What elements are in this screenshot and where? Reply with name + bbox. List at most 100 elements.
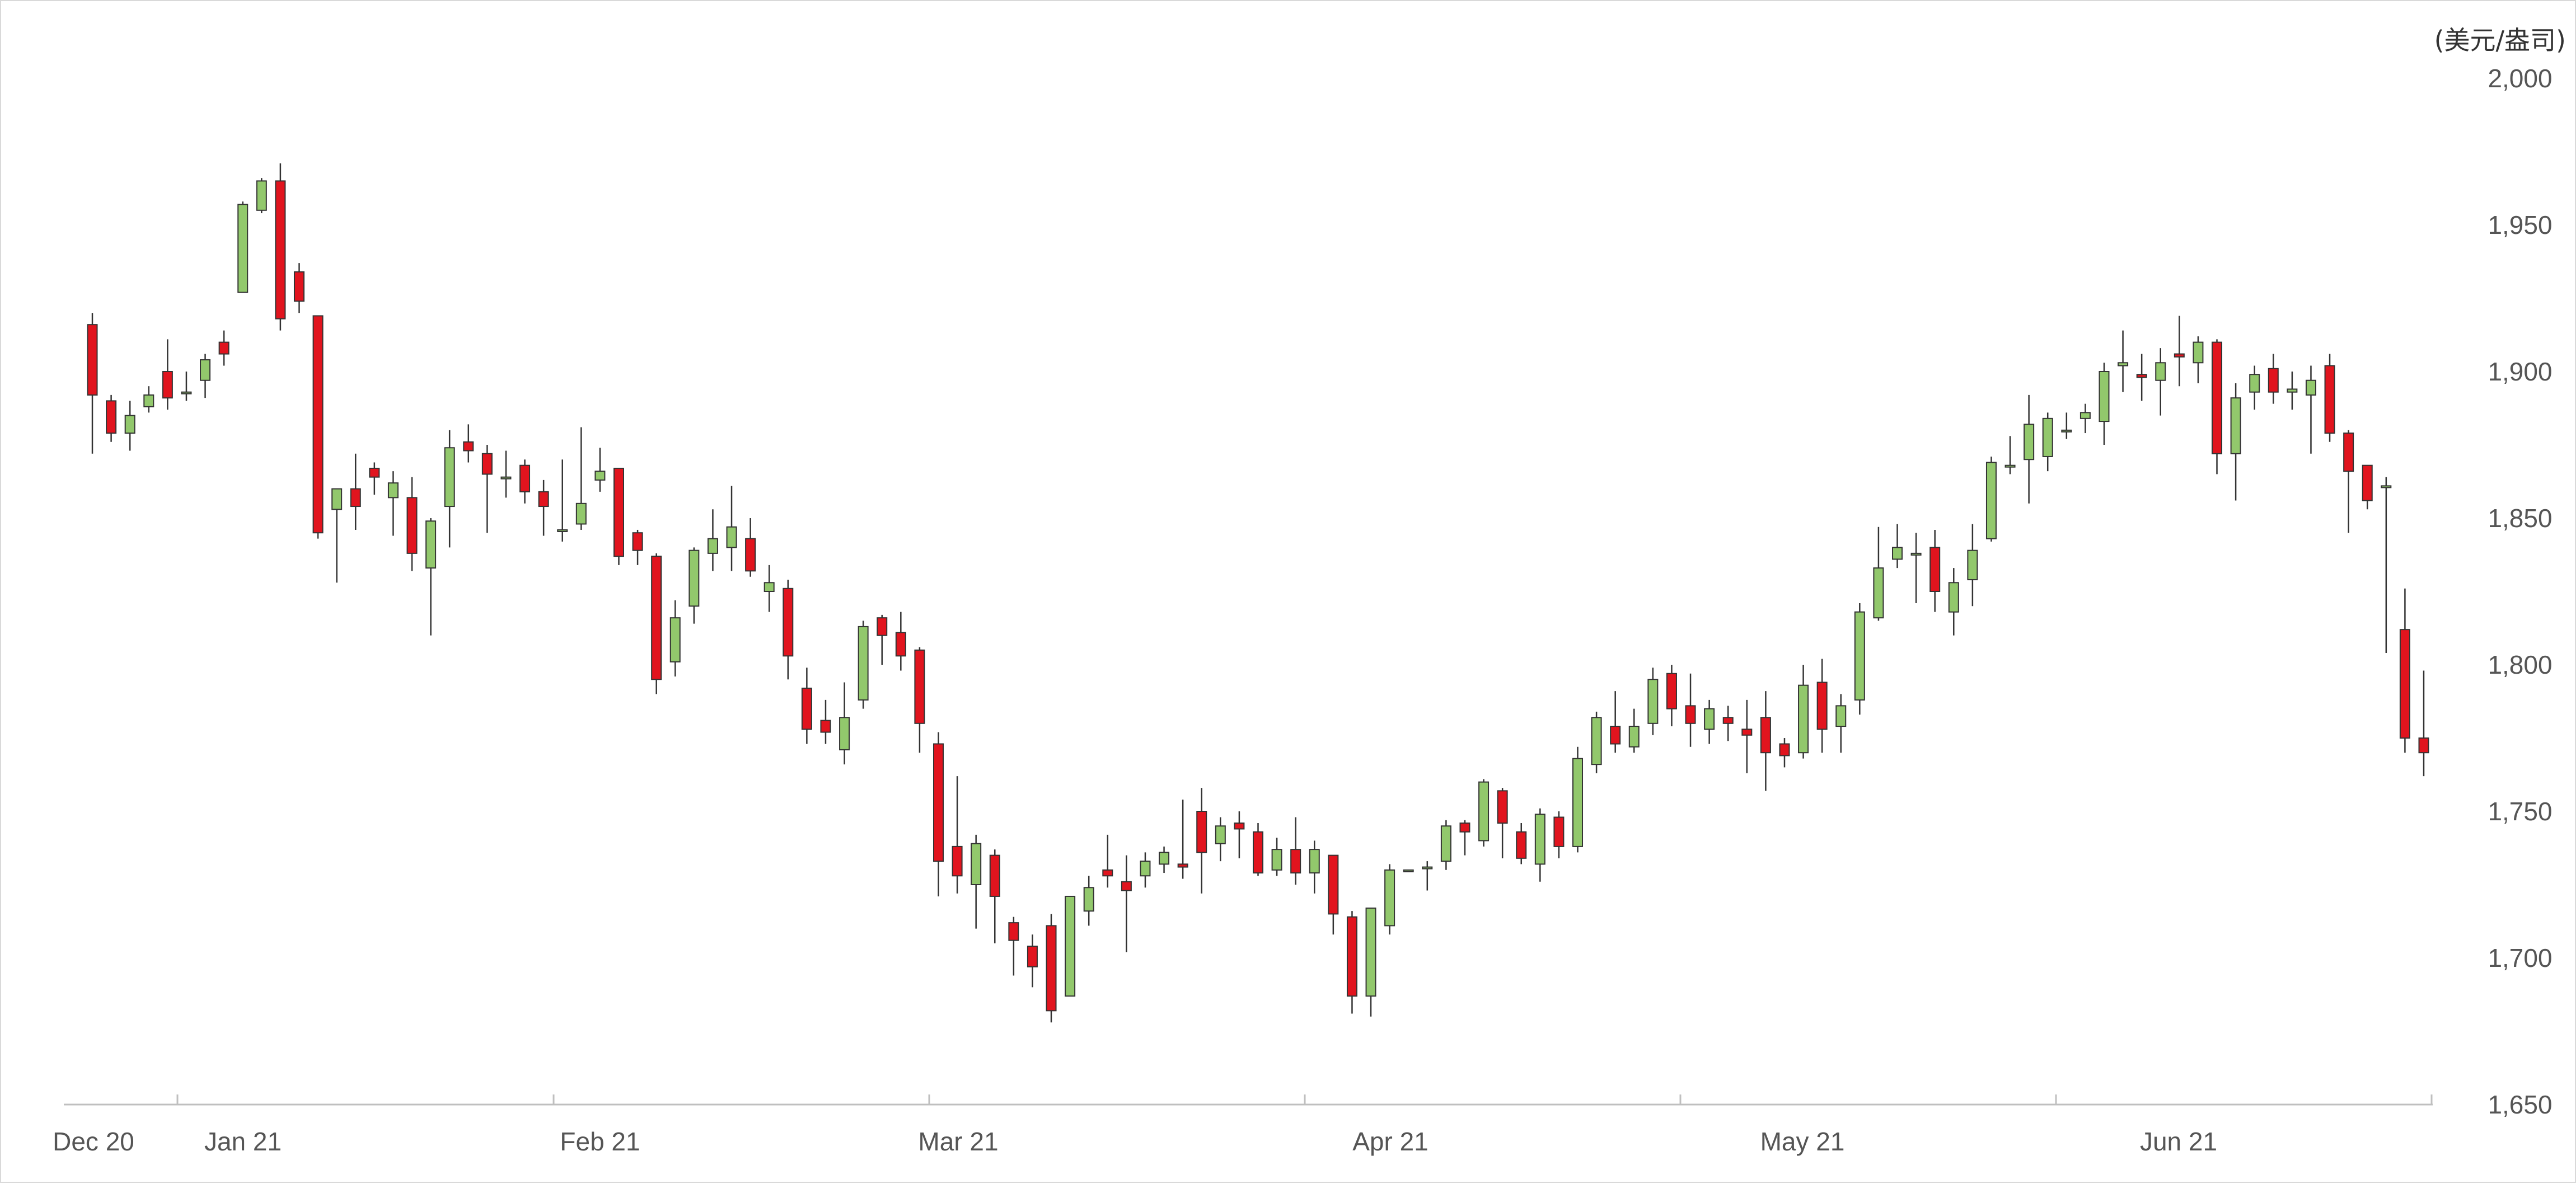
candle-up <box>2381 477 2392 654</box>
candle-down <box>2268 354 2279 404</box>
candle-down <box>1741 699 1753 773</box>
candle-up <box>1647 668 1659 735</box>
candle-body <box>87 324 98 396</box>
y-axis-unit-label: (美元/盎司) <box>2434 25 2566 55</box>
candle-down <box>820 699 831 744</box>
candle-body <box>2418 737 2429 754</box>
candle-body <box>1628 726 1640 748</box>
y-tick-label: 1,800 <box>2488 650 2552 679</box>
candle-body <box>387 482 399 499</box>
candle-body <box>1027 946 1038 967</box>
candle-up <box>2024 394 2035 504</box>
candle-down <box>106 394 117 442</box>
candle-body <box>237 204 249 293</box>
candle-body <box>745 538 756 572</box>
candle-down <box>914 647 925 753</box>
candle-down <box>801 668 812 744</box>
candle-body <box>1741 729 1753 736</box>
candle-body <box>594 471 606 481</box>
candle-body <box>1497 790 1508 824</box>
candle-body <box>2305 379 2316 396</box>
candle-body <box>2136 374 2147 378</box>
candle-up <box>669 600 681 676</box>
candle-down <box>2212 339 2223 474</box>
candle-down <box>1459 820 1470 856</box>
candle-up <box>2118 330 2129 392</box>
candle-body <box>1140 861 1151 877</box>
y-tick-label: 1,850 <box>2488 504 2552 533</box>
candle-down <box>1553 811 1565 858</box>
candle-up <box>387 471 399 536</box>
candle-up <box>331 488 343 583</box>
x-tick-label: Jun 21 <box>2140 1127 2217 1156</box>
candle-up <box>2061 412 2072 439</box>
candle-up <box>1835 694 1847 753</box>
candle-up <box>2004 436 2016 474</box>
candle-up <box>1628 708 1640 753</box>
candle-down <box>1328 854 1339 935</box>
candle-body <box>689 549 700 607</box>
candle-down <box>1929 529 1941 612</box>
candle-down <box>745 518 756 577</box>
candle-up <box>1534 808 1545 882</box>
candle-down <box>613 467 624 565</box>
candle-body <box>1779 743 1790 757</box>
candle-body <box>632 532 643 551</box>
candle-up <box>256 178 267 214</box>
candle-down <box>895 612 906 671</box>
candle-body <box>481 453 493 475</box>
candle-body <box>2230 397 2241 454</box>
candle-body <box>1459 822 1470 833</box>
candle-down <box>2343 430 2354 533</box>
candle-down <box>1046 914 1057 1023</box>
candle-body <box>1328 854 1339 915</box>
candle-body <box>2212 341 2223 454</box>
candle-up <box>1422 861 1433 891</box>
candle-down <box>933 732 944 896</box>
candle-body <box>1873 567 1884 619</box>
candle-up <box>2099 363 2110 445</box>
y-tick-label: 1,950 <box>2488 210 2552 239</box>
candle-down <box>369 462 380 495</box>
candle-down <box>350 453 361 530</box>
candle-body <box>1159 852 1170 865</box>
candle-body <box>613 467 624 557</box>
candle-body <box>1572 758 1584 847</box>
x-tick-label: Jan 21 <box>204 1127 282 1156</box>
candle-down <box>1027 934 1038 988</box>
candle-up <box>575 427 587 530</box>
candle-down <box>1346 911 1357 1014</box>
candle-up <box>1985 456 1997 542</box>
candle-up <box>1159 846 1170 873</box>
candle-body <box>181 391 192 394</box>
candle-up <box>1910 533 1922 603</box>
candle-down <box>1610 691 1621 753</box>
candle-body <box>2099 371 2110 422</box>
candle-body <box>557 529 568 532</box>
candle-down <box>1102 834 1113 888</box>
candle-up <box>2249 365 2260 410</box>
candle-body <box>2399 629 2410 739</box>
candle-up <box>2155 348 2166 416</box>
candle-body <box>124 415 135 434</box>
candle-body <box>425 520 437 569</box>
x-tick-label: Mar 21 <box>918 1127 998 1156</box>
y-tick-label: 1,900 <box>2488 357 2552 386</box>
candle-body <box>1892 547 1903 560</box>
candle-up <box>124 401 135 451</box>
candle-body <box>293 271 305 302</box>
candle-body <box>1985 462 1997 539</box>
candle-down <box>463 424 474 463</box>
candle-body <box>2362 464 2373 501</box>
candle-body <box>707 538 718 554</box>
candle-up <box>2287 372 2298 410</box>
candle-down <box>877 614 888 665</box>
candle-up <box>1083 876 1094 926</box>
candle-body <box>1102 869 1113 877</box>
candle-body <box>1835 705 1847 727</box>
candle-down <box>481 445 493 533</box>
candle-up <box>1967 524 1978 607</box>
candle-up <box>1572 746 1584 853</box>
candle-up <box>2305 365 2316 454</box>
candle-down <box>1760 691 1771 791</box>
